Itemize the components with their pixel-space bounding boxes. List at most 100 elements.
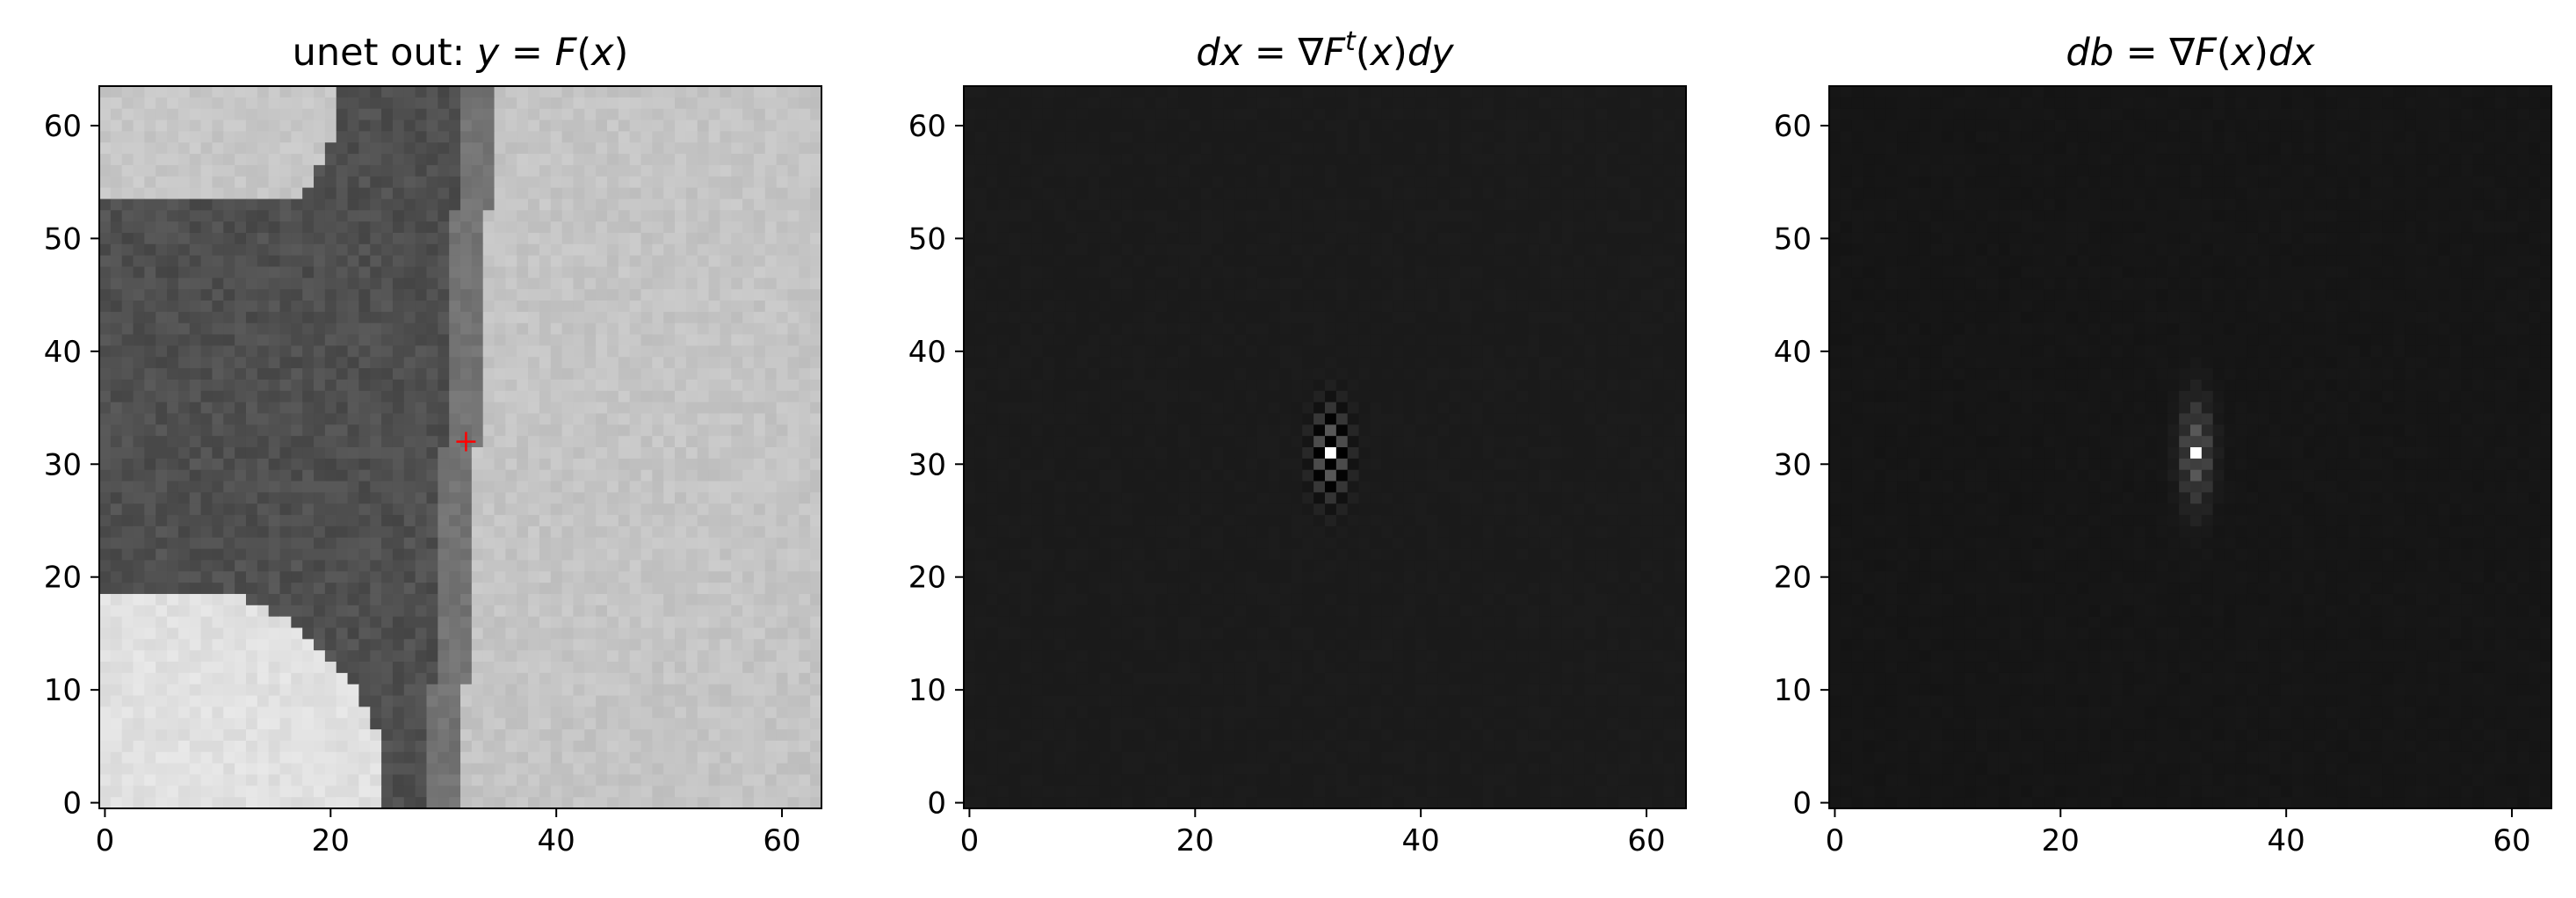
pixel	[629, 525, 642, 539]
pixel	[731, 243, 743, 257]
pixel	[438, 627, 450, 640]
pixel	[291, 221, 303, 234]
pixel	[539, 301, 552, 313]
pixel	[539, 221, 552, 234]
pixel	[336, 278, 349, 290]
pixel	[1031, 176, 1044, 189]
pixel	[415, 199, 428, 211]
pixel	[1121, 232, 1134, 245]
pixel	[618, 345, 631, 358]
pixel	[494, 458, 506, 471]
pixel	[517, 119, 529, 132]
pixel	[133, 232, 145, 245]
pixel	[1629, 176, 1642, 189]
pixel	[606, 718, 619, 730]
pixel	[753, 583, 766, 595]
pixel	[235, 537, 247, 550]
pixel	[1358, 199, 1371, 211]
pixel	[314, 515, 326, 527]
pixel	[708, 86, 720, 98]
pixel	[1155, 108, 1168, 121]
pixel	[347, 458, 359, 471]
pixel	[652, 413, 664, 425]
pixel	[177, 86, 191, 98]
pixel	[606, 740, 619, 753]
pixel	[629, 639, 642, 651]
pixel	[663, 436, 676, 448]
pixel	[223, 154, 235, 166]
pixel	[618, 797, 631, 809]
pixel	[200, 379, 213, 392]
pixel	[505, 232, 517, 245]
pixel	[584, 278, 597, 290]
pixel	[268, 154, 281, 166]
pixel	[629, 763, 642, 776]
pixel	[110, 740, 123, 753]
pixel	[505, 345, 517, 358]
pixel	[1020, 232, 1032, 245]
pixel	[133, 402, 145, 415]
pixel	[1629, 97, 1642, 110]
pixel	[517, 187, 529, 200]
pixel	[121, 469, 134, 482]
pixel	[223, 740, 235, 753]
pixel	[550, 740, 563, 753]
pixel	[314, 639, 326, 651]
pixel	[133, 481, 145, 493]
pixel	[177, 650, 191, 663]
pixel	[336, 684, 349, 697]
pixel	[144, 740, 156, 753]
pixel	[1065, 108, 1078, 121]
pixel	[1223, 154, 1235, 166]
pixel	[528, 684, 540, 697]
pixel	[212, 154, 224, 166]
pixel	[212, 164, 224, 177]
pixel	[573, 390, 585, 403]
pixel	[347, 368, 359, 380]
pixel	[573, 322, 585, 336]
pixel	[336, 142, 349, 155]
pixel	[799, 255, 811, 268]
pixel	[200, 390, 213, 403]
pixel	[720, 199, 732, 211]
pixel	[974, 142, 988, 155]
pixel	[1268, 232, 1281, 245]
pixel	[167, 345, 179, 358]
pixel	[1596, 131, 1608, 143]
pixel	[505, 278, 517, 290]
pixel	[675, 221, 687, 234]
pixel	[268, 86, 281, 98]
pixel	[720, 436, 732, 448]
pixel	[257, 751, 270, 764]
pixel	[1167, 97, 1179, 110]
pixel	[392, 210, 405, 222]
pixel	[392, 131, 405, 143]
pixel	[302, 390, 315, 403]
pixel	[1178, 108, 1190, 121]
pixel	[110, 718, 123, 730]
pixel	[685, 639, 698, 651]
pixel	[1291, 119, 1303, 132]
pixel	[764, 751, 778, 764]
pixel	[279, 255, 292, 268]
pixel	[121, 187, 134, 200]
pixel	[438, 232, 450, 245]
pixel	[121, 695, 134, 707]
pixel	[539, 413, 552, 425]
pixel	[449, 142, 461, 155]
pixel	[358, 492, 371, 504]
pixel	[584, 390, 597, 403]
pixel	[810, 797, 822, 809]
pixel	[167, 119, 179, 132]
pixel	[99, 142, 112, 155]
pixel	[392, 548, 405, 561]
pixel	[629, 515, 642, 527]
pixel	[561, 786, 575, 798]
pixel	[764, 266, 778, 279]
pixel	[347, 548, 359, 561]
pixel	[471, 706, 484, 719]
pixel	[1584, 199, 1596, 211]
pixel	[539, 481, 552, 493]
pixel	[505, 458, 517, 471]
pixel	[663, 616, 676, 629]
